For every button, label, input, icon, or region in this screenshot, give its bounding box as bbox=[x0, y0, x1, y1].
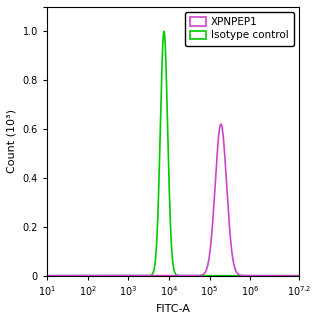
Legend: XPNPEP1, Isotype control: XPNPEP1, Isotype control bbox=[185, 12, 294, 46]
X-axis label: FITC-A: FITC-A bbox=[156, 304, 190, 314]
Y-axis label: Count (10³): Count (10³) bbox=[7, 109, 17, 173]
